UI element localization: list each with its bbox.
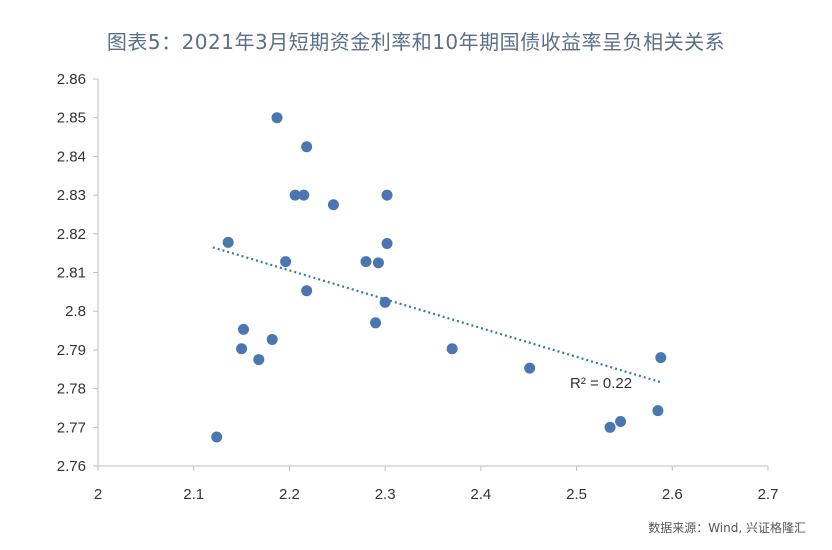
x-tick-label: 2.5 <box>566 486 587 503</box>
y-tick-label: 2.86 <box>57 71 86 88</box>
data-point <box>327 199 339 211</box>
data-point <box>301 141 313 153</box>
data-point <box>237 323 249 335</box>
data-point <box>446 343 458 355</box>
data-point <box>370 317 382 329</box>
data-point <box>381 237 393 249</box>
x-tick-label: 2.3 <box>375 486 396 503</box>
data-point <box>301 285 313 297</box>
y-tick-label: 2.81 <box>57 265 86 282</box>
trendline <box>212 246 664 384</box>
data-point <box>298 189 310 201</box>
data-point <box>289 189 301 201</box>
data-point <box>655 352 667 364</box>
y-tick-label: 2.85 <box>57 110 86 127</box>
y-tick-label: 2.78 <box>57 381 86 398</box>
r2-label: R² = 0.22 <box>570 375 632 392</box>
data-point <box>253 354 265 366</box>
data-point <box>604 421 616 433</box>
y-tick-label: 2.84 <box>57 148 86 165</box>
y-tick-label: 2.79 <box>57 342 86 359</box>
x-tick-label: 2.7 <box>758 486 779 503</box>
source-note: 数据来源：Wind, 兴证格隆汇 <box>648 521 806 535</box>
y-tick-label: 2.82 <box>57 226 86 243</box>
x-tick-label: 2.6 <box>662 486 683 503</box>
data-point <box>615 415 627 427</box>
x-tick-label: 2.4 <box>470 486 491 503</box>
data-point <box>280 256 292 268</box>
data-point <box>524 362 536 374</box>
data-point <box>360 256 372 268</box>
data-point <box>379 296 391 308</box>
data-point <box>222 236 234 248</box>
y-tick-label: 2.76 <box>57 458 86 475</box>
axes: 2.76 2.77 2.78 2.79 2.8 2.81 2.82 2.83 2.84 2.85 2… <box>57 71 779 503</box>
data-point <box>372 257 384 269</box>
points-layer <box>211 112 667 443</box>
x-tick-label: 2.1 <box>183 486 204 503</box>
data-point <box>381 189 393 201</box>
data-point <box>271 112 283 124</box>
data-point <box>266 333 278 345</box>
trendline-layer <box>212 246 664 384</box>
data-point <box>236 343 248 355</box>
y-tick-label: 2.83 <box>57 187 86 204</box>
x-tick-label: 2 <box>94 486 102 503</box>
x-tick-label: 2.2 <box>279 486 300 503</box>
data-point <box>211 431 223 443</box>
data-point <box>652 405 664 417</box>
chart-title: 图表5：2021年3月短期资金利率和10年期国债收益率呈负相关关系 <box>106 30 726 54</box>
y-tick-label: 2.8 <box>65 303 86 320</box>
y-tick-label: 2.77 <box>57 419 86 436</box>
